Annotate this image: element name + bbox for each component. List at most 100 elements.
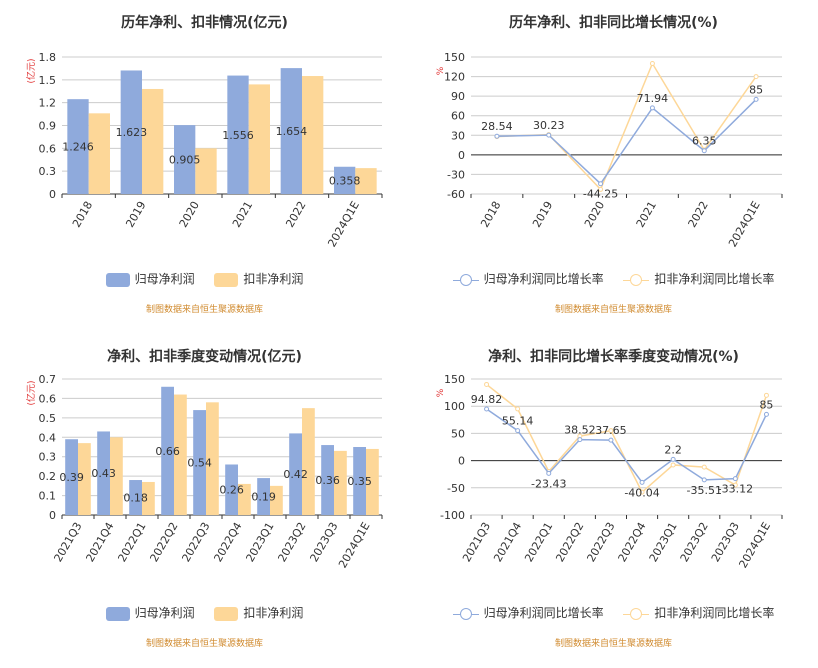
y-tick-label: 0.5	[39, 412, 57, 425]
y-tick-label: 1.5	[39, 74, 57, 87]
chart-title: 历年净利、扣非情况(亿元)	[121, 15, 288, 31]
legend-label: 扣非净利润	[243, 272, 304, 286]
y-tick-label: 0.3	[39, 451, 57, 464]
legend-swatch-net-profit-growth	[452, 607, 479, 621]
y-tick-label: 0.4	[39, 431, 57, 444]
data-label: 0.39	[59, 471, 84, 484]
x-tick-label: 2023Q1	[647, 520, 680, 564]
bar-deducted	[206, 402, 219, 515]
bar-net-profit	[227, 75, 249, 194]
x-tick-label: 2021Q3	[460, 520, 493, 564]
legend-swatch-net-profit-growth	[452, 273, 479, 287]
data-label: 37.65	[595, 424, 627, 437]
bar-deducted	[110, 437, 123, 515]
y-axis-unit: (亿元)	[25, 58, 37, 83]
legend-item-deducted[interactable]: 扣非净利润	[214, 270, 303, 287]
y-tick-label: 0	[49, 188, 56, 201]
data-point	[753, 74, 759, 80]
bar-deducted	[334, 450, 347, 515]
data-point	[732, 482, 738, 488]
legend-label: 归母净利润同比增长率	[483, 272, 604, 286]
x-tick-label: 2020	[177, 199, 202, 230]
data-label: 85	[759, 398, 773, 411]
bar-net-profit	[120, 70, 142, 194]
y-tick-label: 90	[451, 90, 465, 103]
data-label: 55.14	[502, 415, 534, 428]
data-point	[670, 462, 676, 468]
x-tick-label: 2022Q4	[616, 520, 649, 564]
bar-deducted	[366, 448, 379, 515]
legend-item-net-profit[interactable]: 归母净利润	[105, 270, 195, 287]
x-tick-label: 2022Q2	[148, 520, 181, 564]
data-label: -44.25	[583, 188, 618, 201]
x-tick-label: 2021Q4	[491, 520, 524, 564]
bar-net-profit	[225, 464, 238, 515]
bar-deducted	[248, 84, 270, 194]
data-point	[484, 406, 490, 412]
bar-net-profit	[65, 439, 78, 515]
data-label: -35.51	[687, 484, 722, 497]
legend-item-deducted-growth[interactable]: 扣非净利润同比增长率	[623, 270, 774, 287]
source-note: 制图数据来自恒生聚源数据库	[554, 305, 672, 315]
series-line-net-profit-growth	[496, 98, 757, 185]
bar-deducted	[195, 148, 217, 194]
data-label: 6.35	[692, 135, 717, 148]
legend-item-deducted-growth[interactable]: 扣非净利润同比增长率	[623, 604, 774, 621]
data-point	[649, 105, 655, 111]
x-tick-label: 2022	[686, 199, 711, 230]
data-point	[577, 437, 583, 443]
data-point	[598, 186, 604, 192]
legend-item-net-profit-growth[interactable]: 归母净利润同比增长率	[452, 604, 604, 621]
y-tick-label: 0	[458, 149, 465, 162]
x-tick-label: 2022Q2	[553, 520, 586, 564]
legend-item-net-profit-growth[interactable]: 归母净利润同比增长率	[452, 270, 604, 287]
bar-net-profit	[321, 445, 334, 515]
data-point	[515, 428, 521, 434]
legend-item-deducted[interactable]: 扣非净利润	[214, 604, 303, 621]
x-tick-label: 2023Q2	[276, 520, 309, 564]
legend-swatch-net-profit	[105, 272, 130, 287]
y-tick-label: 0.7	[39, 373, 57, 386]
y-tick-label: 0.2	[39, 470, 57, 483]
x-tick-label: 2024Q1E	[726, 199, 763, 249]
data-point	[608, 428, 614, 434]
chart-quarterly-growth: -100-50050100150%2021Q32021Q42022Q12022Q…	[436, 373, 783, 570]
legend-item-net-profit[interactable]: 归母净利润	[105, 604, 195, 621]
data-label: 0.18	[123, 492, 148, 505]
y-tick-label: 0	[458, 455, 465, 468]
data-point	[670, 456, 676, 462]
y-tick-label: 1.2	[39, 97, 57, 110]
chart-annual-profit: 0 0.3 0.6 0.9 1.2 1.5 1.8(亿元) 2018 2019 2020 2021 2…	[25, 51, 383, 249]
chart-panel-annual-growth: 历年净利、扣非同比增长情况(%) -60 -30 0 30 60 90 120 150% 201…	[409, 0, 818, 334]
bar-deducted	[142, 481, 155, 515]
data-point	[763, 411, 769, 417]
source-note: 制图数据来自恒生聚源数据库	[145, 639, 263, 649]
data-label: -33.12	[718, 483, 753, 496]
x-tick-label: 2024Q1E	[736, 520, 773, 570]
data-label: 0.36	[315, 474, 340, 487]
x-tick-label: 2020	[582, 199, 607, 230]
data-point	[598, 181, 604, 187]
y-tick-label: 0.1	[39, 490, 57, 503]
bar-deducted	[302, 408, 315, 515]
bar-deducted	[88, 113, 110, 194]
x-tick-label: 2023Q3	[709, 520, 742, 564]
y-tick-label: 1.8	[39, 51, 57, 64]
chart-title: 净利、扣非同比增长率季度变动情况(%)	[488, 349, 739, 365]
bar-deducted	[355, 168, 377, 194]
chart-panel-annual-profit: 历年净利、扣非情况(亿元) 0 0.3 0.6 0.9 1.2 1.5 1.8 (亿元) 201…	[0, 0, 409, 334]
x-tick-label: 2018	[478, 199, 503, 230]
data-label: 0.54	[187, 457, 212, 470]
x-tick-label: 2022Q3	[180, 520, 213, 564]
x-tick-label: 2024Q1E	[336, 520, 373, 570]
bar-net-profit	[161, 386, 174, 515]
x-tick-label: 2022Q3	[584, 520, 617, 564]
chart-panel-quarterly-growth: 净利、扣非同比增长率季度变动情况(%) -100 -50 0 50 100 150% 202…	[409, 334, 818, 668]
legend-label: 归母净利润	[134, 272, 195, 286]
legend-swatch-deducted	[214, 606, 239, 621]
y-tick-label: 60	[451, 110, 465, 123]
y-tick-label: -30	[447, 168, 465, 181]
data-label: 94.82	[471, 393, 503, 406]
data-point	[732, 476, 738, 482]
legend-swatch-net-profit	[105, 606, 130, 621]
